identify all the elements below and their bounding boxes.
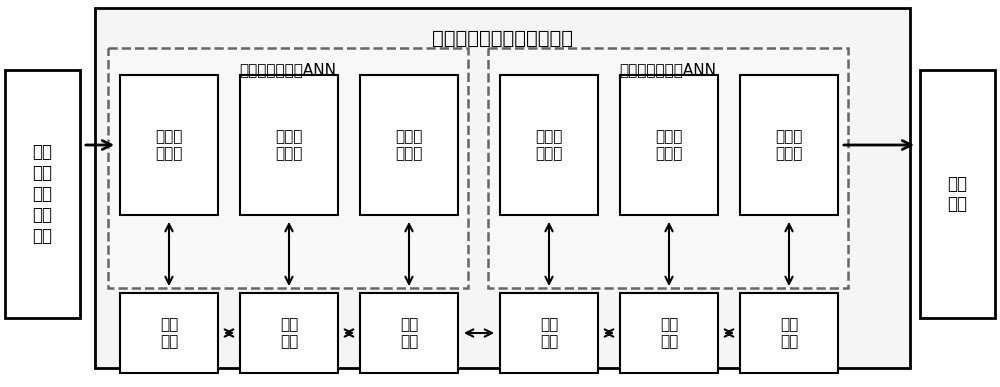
Bar [240,75,338,215]
Text: 隐藏层
神经元: 隐藏层 神经元 [275,129,303,161]
Bar [500,75,598,215]
Text: 隐藏层
神经元: 隐藏层 神经元 [655,129,683,161]
Text: 输出层
神经元: 输出层 神经元 [775,129,803,161]
Bar [500,293,598,373]
Text: 输入层
神经元: 输入层 神经元 [535,129,563,161]
Bar [95,8,910,368]
Bar [360,293,458,373]
Bar [108,48,468,288]
Text: 输入层
神经元: 输入层 神经元 [155,129,183,161]
Bar [740,293,838,373]
Text: 输出层
神经元: 输出层 神经元 [395,129,423,161]
Bar [620,293,718,373]
Text: 检测时间异常的ANN: 检测时间异常的ANN [620,62,716,77]
Bar [740,75,838,215]
Text: 数据
采集
及预
处理
模块: 数据 采集 及预 处理 模块 [32,144,52,245]
Text: 通信
模块: 通信 模块 [280,317,298,349]
Text: 通信
模块: 通信 模块 [540,317,558,349]
Text: 通信
模块: 通信 模块 [660,317,678,349]
Text: 通信
模块: 通信 模块 [780,317,798,349]
Text: 检测空间异常的ANN: 检测空间异常的ANN [240,62,336,77]
Text: 分布式的时空异常检测模块: 分布式的时空异常检测模块 [432,29,573,48]
Bar [488,48,848,288]
Bar [360,75,458,215]
Bar [620,75,718,215]
Bar [920,70,995,318]
Bar [120,293,218,373]
Bar [240,293,338,373]
Text: 输出
模块: 输出 模块 [948,175,968,213]
Bar [120,75,218,215]
Text: 通信
模块: 通信 模块 [400,317,418,349]
Text: 通信
模块: 通信 模块 [160,317,178,349]
Bar [5,70,80,318]
